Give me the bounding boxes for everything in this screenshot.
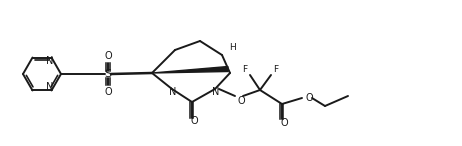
Text: O: O [104,51,112,61]
Text: O: O [104,87,112,97]
Text: H: H [229,42,235,52]
Text: S: S [104,69,111,79]
Polygon shape [152,67,228,73]
Text: F: F [274,65,279,73]
Text: O: O [237,96,245,106]
Text: N: N [169,87,176,97]
Text: O: O [190,116,198,126]
Text: N: N [213,87,220,97]
Text: O: O [305,93,313,103]
Text: O: O [280,118,288,128]
Text: N: N [46,57,53,66]
Text: N: N [46,82,53,92]
Text: F: F [243,65,248,73]
